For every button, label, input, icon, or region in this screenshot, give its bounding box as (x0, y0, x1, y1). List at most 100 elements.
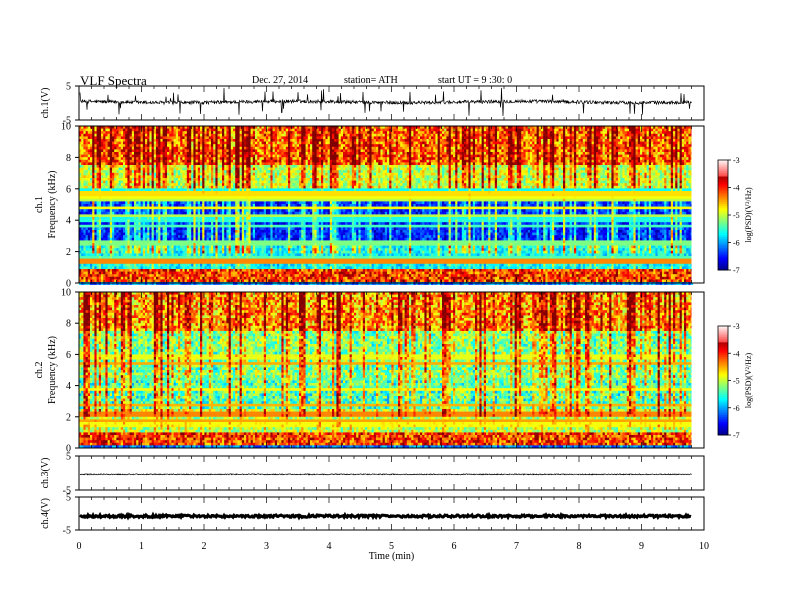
spectrogram-cell (147, 141, 150, 145)
spectrogram-cell (186, 136, 190, 140)
spectrogram-cell (171, 165, 174, 168)
spectrogram-cell (360, 136, 364, 140)
spectrogram-cell (92, 144, 95, 148)
spectrogram-cell (415, 131, 419, 135)
spectrogram-cell (400, 133, 403, 137)
spectrogram-cell (576, 144, 579, 148)
spectrogram-cell (252, 141, 256, 145)
spectrogram-cell (136, 167, 139, 171)
spectrogram-cell (79, 149, 82, 153)
spectrogram-cell (318, 131, 322, 135)
spectrogram-cell (552, 152, 555, 155)
spectrogram-cell (604, 131, 608, 135)
spectrogram-cell (175, 141, 179, 145)
spectrogram-cell (294, 136, 298, 140)
spectrogram-cell (279, 144, 282, 148)
spectrogram-cell (336, 141, 339, 145)
spectrogram-cell (87, 126, 91, 129)
spectrogram-cell (481, 162, 485, 166)
spectrogram-cell (598, 136, 601, 140)
spectrogram-cell (657, 146, 661, 150)
spectrogram-cell (382, 128, 386, 132)
spectrogram-cell (411, 167, 414, 171)
spectrogram-cell (404, 126, 408, 129)
spectrogram-cell (589, 154, 592, 158)
spectrogram-cell (455, 131, 458, 135)
spectrogram-cell (151, 159, 155, 163)
spectrogram-cell (519, 126, 522, 129)
spectrogram-cell (424, 152, 427, 155)
spectrogram-cell (571, 126, 575, 129)
spectrogram-cell (604, 165, 608, 168)
spectrogram-cell (677, 144, 680, 148)
spectrogram-cell (277, 133, 280, 137)
spectrogram-cell (354, 152, 357, 155)
spectrogram-cell (431, 131, 434, 135)
spectrogram-cell (426, 133, 430, 137)
spectrogram-cell (483, 146, 487, 150)
spectrogram-cell (448, 136, 452, 140)
spectrogram-cell (488, 152, 491, 155)
spectrogram-cell (329, 170, 333, 174)
spectrogram-cell (294, 157, 298, 161)
spectrogram-cell (334, 141, 337, 145)
spectrogram-cell (120, 139, 124, 142)
spectrogram-cell (83, 167, 86, 171)
spectrogram-cell (362, 146, 366, 150)
spectrogram-cell (114, 154, 117, 158)
spectrogram-cell (182, 170, 185, 174)
spectrogram-cell (455, 133, 458, 137)
spectrogram-cell (127, 152, 130, 155)
spectrogram-cell (380, 133, 383, 137)
spectrogram-cell (226, 162, 229, 166)
spectrogram-cell (488, 144, 491, 148)
spectrogram-cell (145, 144, 148, 148)
spectrogram-cell (87, 139, 91, 142)
spectrogram-cell (301, 141, 304, 145)
spectrogram-cell (195, 126, 199, 129)
spectrogram-cell (662, 131, 665, 135)
spectrogram-cell (167, 165, 170, 168)
spectrogram-cell (499, 152, 502, 155)
spectrogram-cell (290, 146, 293, 150)
spectrogram-cell (283, 141, 287, 145)
spectrogram-cell (536, 146, 540, 150)
spectrogram-cell (356, 159, 359, 163)
spectrogram-cell (230, 154, 234, 158)
spectrogram-cell (118, 131, 122, 135)
spectrogram-cell (523, 126, 526, 129)
spectrogram-cell (569, 152, 573, 155)
spectrogram-cell (125, 149, 128, 153)
spectrogram-cell (235, 170, 238, 174)
spectrogram-cell (457, 136, 460, 140)
spectrogram-cell (327, 141, 331, 145)
spectrogram-cell (635, 165, 639, 168)
spectrogram-cell (134, 157, 137, 161)
spectrogram-cell (688, 131, 691, 135)
spectrogram-cell (668, 139, 672, 142)
spectrogram-cell (464, 131, 467, 135)
spectrogram-cell (631, 133, 634, 137)
spectrogram-cell (193, 162, 196, 166)
spectrogram-cell (248, 128, 251, 132)
spectrogram-cell (175, 152, 179, 155)
spectrogram-cell (147, 139, 150, 142)
spectrogram-cell (211, 170, 214, 174)
spectrogram-cell (675, 152, 678, 155)
spectrogram-cell (457, 167, 460, 171)
spectrogram-cell (160, 154, 163, 158)
spectrogram-cell (677, 136, 680, 140)
spectrogram-cell (609, 131, 612, 135)
spectrogram-cell (310, 139, 313, 142)
spectrogram-cell (235, 154, 238, 158)
spectrogram-cell (255, 159, 258, 163)
spectrogram-cell (204, 152, 207, 155)
spectrogram-cell (281, 128, 284, 132)
spectrogram-cell (664, 162, 667, 166)
spectrogram-cell (252, 136, 256, 140)
spectrogram-cell (200, 152, 203, 155)
spectrogram-cell (279, 149, 282, 153)
spectrogram-cell (505, 144, 509, 148)
spectrogram-cell (120, 133, 124, 137)
spectrogram-cell (105, 154, 108, 158)
